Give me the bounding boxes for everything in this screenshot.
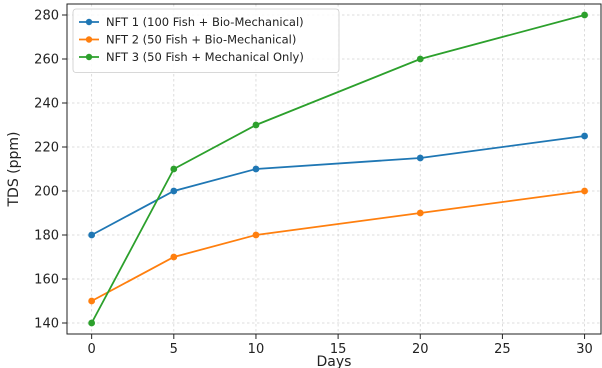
y-tick-label: 140 [34, 317, 59, 332]
data-point [581, 187, 588, 195]
y-axis-label: TDS (ppm) [6, 131, 22, 207]
series-nft-2 [88, 187, 588, 305]
legend-marker [85, 53, 93, 61]
data-point [170, 165, 178, 173]
plot-frame [66, 3, 602, 335]
x-axis-label: Days [317, 354, 352, 368]
series-nft-1 [88, 132, 588, 239]
data-point [88, 319, 96, 327]
y-tick-label: 240 [34, 97, 59, 112]
x-tick-label: 25 [494, 342, 511, 357]
legend-label: NFT 1 (100 Fish + Bio-Mechanical) [106, 15, 304, 29]
data-point [88, 297, 96, 305]
data-point [252, 231, 260, 239]
data-point [170, 253, 178, 261]
legend-label: NFT 3 (50 Fish + Mechanical Only) [106, 50, 304, 64]
legend-item: NFT 1 (100 Fish + Bio-Mechanical) [79, 15, 304, 29]
data-point [252, 121, 260, 129]
data-point [88, 231, 96, 239]
x-tick-label: 30 [576, 342, 593, 357]
data-point [581, 11, 588, 19]
legend: NFT 1 (100 Fish + Bio-Mechanical) NFT 2 (… [72, 8, 340, 73]
y-tick-label: 280 [34, 9, 59, 24]
data-point [252, 165, 260, 173]
legend-box [72, 8, 340, 73]
y-tick-label: 160 [34, 273, 59, 288]
data-point [416, 55, 424, 63]
data-point [581, 132, 588, 140]
data-point [170, 187, 178, 195]
legend-item: NFT 3 (50 Fish + Mechanical Only) [79, 50, 304, 64]
data-point [416, 209, 424, 217]
legend-label: NFT 2 (50 Fish + Bio-Mechanical) [106, 33, 296, 47]
x-tick-label: 20 [412, 342, 429, 357]
x-tick-label: 15 [330, 342, 347, 357]
x-tick-label: 0 [88, 342, 96, 357]
x-tick-label: 5 [170, 342, 178, 357]
axis-ticks: 0 5 10 15 20 25 30 140 160 180 200 220 240 260 280 [34, 9, 593, 358]
legend-marker [85, 36, 93, 43]
x-tick-label: 10 [248, 342, 265, 357]
y-tick-label: 220 [34, 141, 59, 156]
y-tick-label: 260 [34, 53, 59, 68]
y-tick-label: 180 [34, 229, 59, 244]
legend-marker [85, 18, 93, 26]
series-layer [88, 11, 588, 327]
series-nft-3 [88, 11, 588, 327]
y-tick-label: 200 [34, 185, 59, 200]
legend-item: NFT 2 (50 Fish + Bio-Mechanical) [79, 33, 296, 47]
data-point [416, 154, 424, 162]
